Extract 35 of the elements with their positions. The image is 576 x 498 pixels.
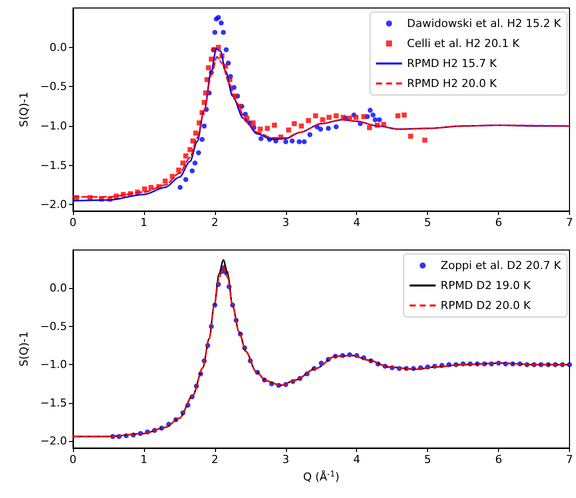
- y-tick-label: −1.0: [40, 358, 67, 372]
- y-tick-label: −0.5: [40, 320, 67, 333]
- legend-label: RPMD D2 19.0 K: [440, 279, 532, 292]
- x-tick-label: 1: [140, 216, 148, 229]
- legend-label: Zoppi et al. D2 20.7 K: [440, 259, 562, 272]
- x-tick-label: 5: [424, 453, 432, 466]
- y-tick-label: −1.0: [40, 120, 67, 133]
- x-tick-label: 7: [566, 453, 573, 466]
- y-tick-label: −0.5: [40, 80, 67, 94]
- y-tick-label: 0.0: [50, 282, 67, 295]
- y-tick-label: −2.0: [40, 434, 67, 448]
- x-tick-label: 2: [211, 453, 218, 466]
- legend-label: RPMD D2 20.0 K: [440, 299, 532, 312]
- y-axis-title: S(Q)-1: [17, 331, 30, 367]
- x-tick-label: 1: [140, 453, 148, 466]
- x-tick-label: 6: [495, 453, 502, 466]
- y-tick-label: −2.0: [40, 198, 67, 212]
- legend-label: RPMD H2 15.7 K: [407, 57, 498, 70]
- x-tick-label: 5: [424, 216, 432, 229]
- x-tick-label: 4: [353, 216, 360, 229]
- x-tick-label: 3: [282, 453, 290, 466]
- x-tick-label: 3: [282, 216, 290, 229]
- x-tick-label: 4: [353, 453, 360, 466]
- x-tick-label: 0: [70, 453, 76, 466]
- legend-label: RPMD H2 20.0 K: [407, 77, 498, 90]
- y-axis-title: S(Q)-1: [17, 92, 30, 128]
- y-tick-label: −1.5: [40, 158, 67, 172]
- legend-label: Celli et al. H2 20.1 K: [407, 37, 520, 50]
- y-tick-label: −1.5: [40, 396, 67, 410]
- x-tick-label: 6: [495, 216, 502, 229]
- x-tick-label: 0: [70, 216, 76, 229]
- legend-label: Dawidowski et al. H2 15.2 K: [407, 17, 562, 30]
- y-tick-label: 0.0: [50, 40, 67, 54]
- x-tick-label: 2: [211, 216, 218, 229]
- x-tick-label: 7: [566, 216, 573, 229]
